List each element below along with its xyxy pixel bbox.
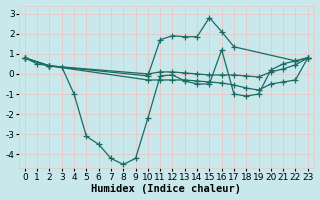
X-axis label: Humidex (Indice chaleur): Humidex (Indice chaleur) — [91, 184, 241, 194]
